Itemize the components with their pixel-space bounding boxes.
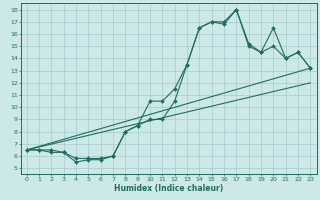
X-axis label: Humidex (Indice chaleur): Humidex (Indice chaleur) [114,184,223,193]
